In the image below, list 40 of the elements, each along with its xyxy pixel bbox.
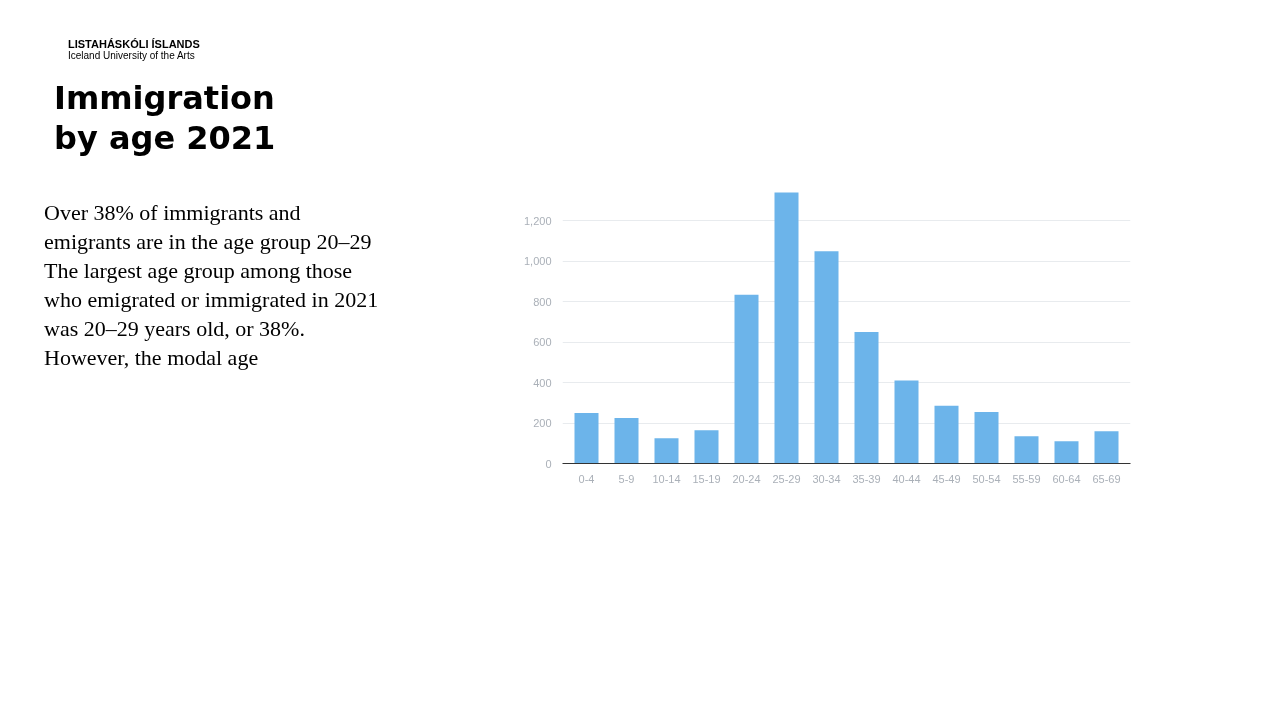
y-tick-label: 0 (545, 457, 552, 470)
bar (894, 380, 919, 464)
text: The largest age group among those who emigrated or immigrated in 2021 was 20–29 years old, or 38%. However, the modal age (44, 257, 380, 372)
y-tick-label: 800 (533, 295, 552, 308)
bar (574, 412, 599, 464)
text: Iceland University of the Arts (68, 50, 196, 61)
y-tick-label: 200 (533, 417, 552, 430)
y-tick-label: 1,200 (523, 214, 552, 227)
x-tick-label: 25-29 (772, 472, 801, 485)
bar (1054, 441, 1079, 464)
bar (934, 405, 959, 464)
x-tick-label: 5-9 (618, 472, 635, 485)
y-tick-label: 1,000 (523, 255, 552, 268)
x-tick-label: 20-24 (732, 472, 761, 485)
y-tick-label: 600 (533, 336, 552, 349)
x-tick-label: 55-59 (1012, 472, 1041, 485)
x-tick-label: 50-54 (972, 472, 1001, 485)
bar (774, 192, 799, 464)
bar (654, 438, 679, 464)
bar (1014, 436, 1039, 464)
x-tick-label: 65-69 (1092, 472, 1121, 485)
x-tick-label: 35-39 (852, 472, 881, 485)
text: LISTAHÁSKÓLI ÍSLANDS (68, 38, 200, 50)
bar (734, 294, 759, 464)
x-tick-label: 10-14 (652, 472, 681, 485)
text: Immigration by age 2021 (54, 78, 277, 158)
x-tick-label: 40-44 (892, 472, 921, 485)
bar (694, 430, 719, 464)
x-tick-label: 45-49 (932, 472, 961, 485)
bar (814, 251, 839, 464)
bar (614, 418, 639, 464)
x-tick-label: 0-4 (578, 472, 595, 485)
bar (854, 332, 879, 464)
y-tick-label: 400 (533, 376, 552, 389)
text: Over 38% of immigrants and emigrants are in the age group 20–29 (44, 199, 373, 256)
x-tick-label: 60-64 (1052, 472, 1081, 485)
bar (974, 411, 999, 464)
bar (1094, 431, 1119, 464)
x-tick-label: 15-19 (692, 472, 721, 485)
x-tick-label: 30-34 (812, 472, 841, 485)
